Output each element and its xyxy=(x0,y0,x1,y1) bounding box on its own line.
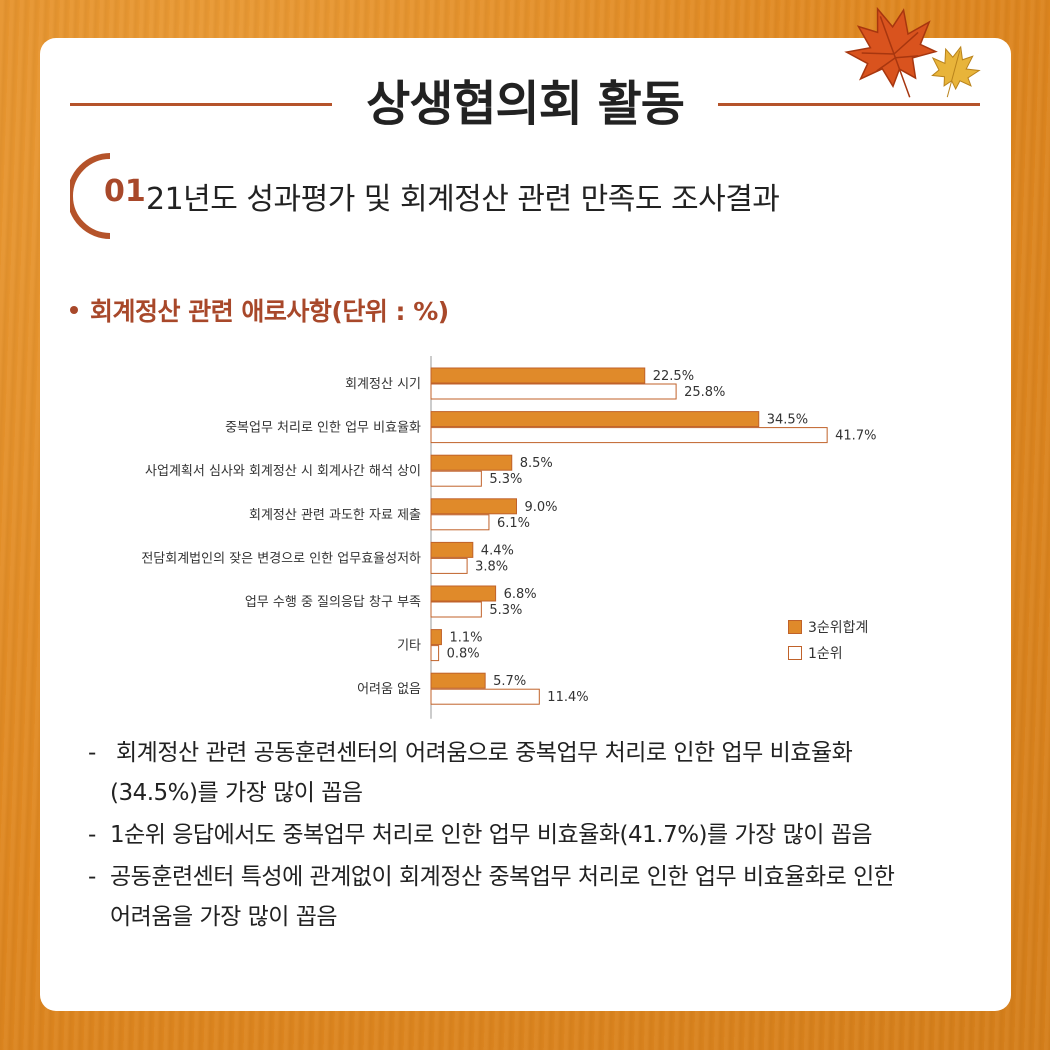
data-label: 6.1% xyxy=(497,516,530,531)
note-item: - 공동훈련센터 특성에 관계없이 회계정산 중복업무 처리로 인한 업무 비효… xyxy=(88,857,988,937)
category-label: 회계정산 시기 xyxy=(345,377,421,392)
data-label: 3.8% xyxy=(475,559,508,574)
category-label: 중복업무 처리로 인한 업무 비효율화 xyxy=(225,421,421,436)
data-label: 5.7% xyxy=(493,674,526,689)
section-number: 01 xyxy=(104,174,146,209)
notes-list: - 회계정산 관련 공동훈련센터의 어려움으로 중복업무 처리로 인한 업무 비… xyxy=(88,733,988,939)
legend-label-total: 3순위합계 xyxy=(808,620,869,636)
chart-subheading-text: 회계정산 관련 애로사항(단위 : %) xyxy=(90,297,449,326)
data-label: 1.1% xyxy=(449,631,482,646)
note-item: - 회계정산 관련 공동훈련센터의 어려움으로 중복업무 처리로 인한 업무 비… xyxy=(88,733,988,813)
data-label: 9.0% xyxy=(525,500,558,515)
category-label: 사업계획서 심사와 회계정산 시 회계사간 해석 상이 xyxy=(145,464,421,479)
category-label: 업무 수행 중 질의응답 창구 부족 xyxy=(245,594,421,610)
data-label: 0.8% xyxy=(447,647,480,662)
legend-item-total: 3순위합계 xyxy=(788,614,868,640)
content-card xyxy=(40,38,1011,1011)
note-dash: - xyxy=(88,864,96,890)
bar-first xyxy=(430,601,482,618)
legend-swatch-total xyxy=(788,620,802,634)
bar-total xyxy=(430,454,513,471)
note-dash: - xyxy=(88,740,96,766)
bar-first xyxy=(430,645,440,662)
data-label: 4.4% xyxy=(481,543,514,558)
bar-total xyxy=(430,411,760,428)
section-title: 21년도 성과평가 및 회계정산 관련 만족도 조사결과 xyxy=(146,182,780,217)
data-label: 11.4% xyxy=(547,690,588,705)
note-dash: - xyxy=(88,822,96,848)
data-label: 5.3% xyxy=(489,603,522,618)
bar-first xyxy=(430,688,540,705)
title-divider-left xyxy=(70,103,332,106)
bar-total xyxy=(430,585,497,602)
category-label: 기타 xyxy=(397,639,421,654)
data-label: 8.5% xyxy=(520,456,553,471)
bar-first xyxy=(430,557,468,574)
page-title: 상생협의회 활동 xyxy=(366,76,685,132)
data-label: 22.5% xyxy=(653,369,694,384)
data-label: 5.3% xyxy=(489,472,522,487)
note-text-continued: (34.5%)를 가장 많이 꼽음 xyxy=(110,780,363,806)
data-label: 6.8% xyxy=(504,587,537,602)
bar-first xyxy=(430,383,677,400)
category-label: 전담회계법인의 잦은 변경으로 인한 업무효율성저하 xyxy=(141,551,421,566)
note-text: 공동훈련센터 특성에 관계없이 회계정산 중복업무 처리로 인한 업무 비효율화… xyxy=(110,864,895,890)
bar-first xyxy=(430,470,482,487)
legend-item-first: 1순위 xyxy=(788,640,868,666)
section-bracket-icon xyxy=(70,153,111,239)
legend-label-first: 1순위 xyxy=(808,646,843,662)
maple-leaf-icon xyxy=(844,6,981,98)
section-header: 01 21년도 성과평가 및 회계정산 관련 만족도 조사결과 xyxy=(70,152,970,242)
note-text-continued: 어려움을 가장 많이 꼽음 xyxy=(110,904,338,930)
title-row: 상생협의회 활동 xyxy=(70,66,980,142)
data-label: 25.8% xyxy=(684,385,725,400)
bar-total xyxy=(430,672,486,689)
category-label: 회계정산 관련 과도한 자료 제출 xyxy=(249,508,421,523)
bar-first xyxy=(430,514,490,531)
bullet-icon xyxy=(70,306,78,314)
chart-legend: 3순위합계 1순위 xyxy=(788,614,868,666)
bar-total xyxy=(430,367,646,384)
data-label: 41.7% xyxy=(835,429,876,444)
bar-total xyxy=(430,541,474,558)
note-text: 회계정산 관련 공동훈련센터의 어려움으로 중복업무 처리로 인한 업무 비효율… xyxy=(116,740,853,766)
chart-subheading: 회계정산 관련 애로사항(단위 : %) xyxy=(70,292,449,328)
bar-total xyxy=(430,629,442,646)
legend-swatch-first xyxy=(788,646,802,660)
data-label: 34.5% xyxy=(767,413,808,428)
bar-total xyxy=(430,498,517,515)
title-divider-right xyxy=(718,103,980,106)
category-label: 어려움 없음 xyxy=(357,682,421,697)
bar-first xyxy=(430,427,828,444)
note-text: 1순위 응답에서도 중복업무 처리로 인한 업무 비효율화(41.7%)를 가장… xyxy=(110,822,873,848)
note-item: - 1순위 응답에서도 중복업무 처리로 인한 업무 비효율화(41.7%)를 … xyxy=(88,815,988,855)
